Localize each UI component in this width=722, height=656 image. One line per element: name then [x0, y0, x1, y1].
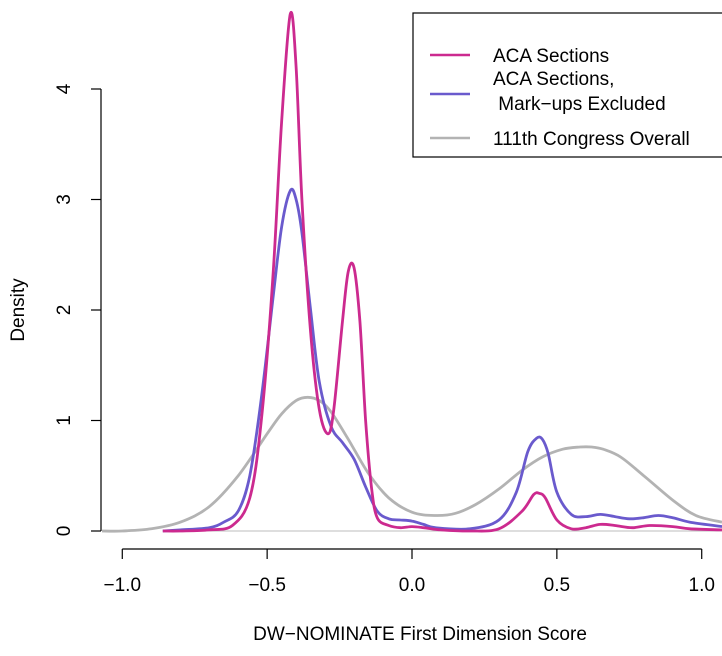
- y-tick-label: 4: [54, 83, 75, 94]
- y-tick-label: 3: [54, 194, 75, 205]
- series-line-aca: [162, 10, 722, 533]
- legend-label-congress: 111th Congress Overall: [493, 129, 690, 150]
- series-line-aca-nomarkup: [162, 187, 722, 533]
- legend-label-aca-nomarkup-line2: Mark−ups Excluded: [493, 94, 666, 115]
- x-tick-label: −0.5: [248, 575, 286, 596]
- x-tick-label: 1.0: [689, 575, 715, 596]
- x-tick-label: 0.0: [399, 575, 425, 596]
- legend-box: [412, 12, 722, 158]
- x-axis: −1.0 −0.5 0.0 0.5 1.0: [104, 548, 715, 596]
- legend: ACA Sections ACA Sections, Mark−ups Excl…: [412, 12, 722, 158]
- x-tick-label: 0.5: [544, 575, 570, 596]
- y-tick-label: 2: [54, 305, 75, 316]
- x-axis-label: DW−NOMINATE First Dimension Score: [253, 624, 587, 645]
- legend-label-aca-nomarkup-line1: ACA Sections,: [493, 69, 614, 90]
- y-tick-label: 1: [54, 415, 75, 426]
- series-layer: [101, 10, 722, 533]
- legend-label-aca: ACA Sections: [493, 46, 609, 67]
- y-axis-label: Density: [8, 278, 29, 342]
- x-tick-label: −1.0: [104, 575, 142, 596]
- y-axis: 0 1 2 3 4: [54, 83, 102, 537]
- y-tick-label: 0: [54, 526, 75, 537]
- series-line-congress: [101, 395, 722, 533]
